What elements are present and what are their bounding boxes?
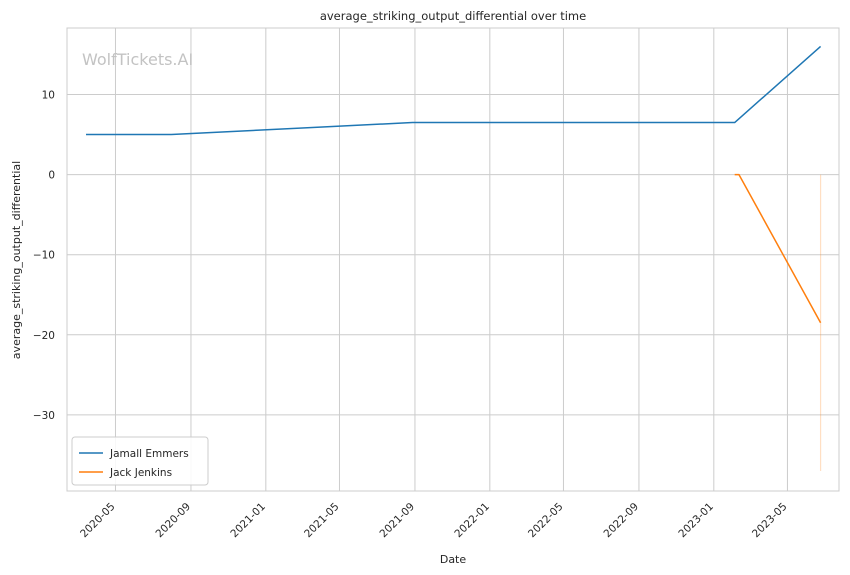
legend: Jamall Emmers Jack Jenkins: [71, 436, 209, 486]
series-line-2: [734, 173, 822, 324]
legend-box: [71, 436, 209, 486]
series-line-1: [86, 45, 822, 136]
plot-area: [67, 28, 839, 491]
grid: [67, 28, 839, 491]
x-axis-label: Date: [440, 553, 467, 566]
plot-frame: [66, 27, 840, 492]
legend-label-series-2: Jack Jenkins: [109, 467, 172, 479]
legend-label-series-1: Jamall Emmers: [109, 448, 189, 460]
y-tick-label: 10: [42, 89, 55, 101]
chart-title: average_striking_output_differential ove…: [320, 9, 586, 23]
y-tick-label: −10: [33, 250, 55, 262]
y-tick-label: 0: [48, 170, 55, 182]
y-axis-label: average_striking_output_differential: [10, 161, 23, 359]
watermark: WolfTickets.AI: [82, 50, 193, 69]
series-layer: [86, 45, 822, 324]
y-tick-label: −20: [33, 330, 55, 342]
y-tick-label: −30: [33, 410, 55, 422]
